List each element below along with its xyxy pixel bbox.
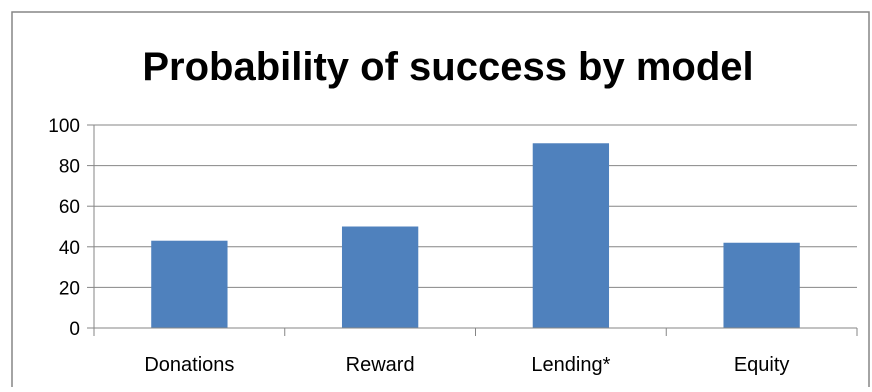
y-tick-label: 80 (59, 157, 80, 178)
y-tick-label: 0 (69, 319, 80, 340)
y-axis-ticks: 0 20 40 60 80 100 (48, 116, 94, 340)
bar-donations (151, 240, 228, 328)
axes (93, 125, 858, 336)
y-tick-label: 60 (59, 197, 80, 218)
x-category-label: Lending* (531, 354, 610, 376)
x-category-label: Donations (144, 354, 234, 376)
chart-title: Probability of success by model (142, 45, 753, 89)
x-category-label: Equity (734, 354, 790, 376)
bar-lending (532, 143, 610, 328)
x-axis-categories: Donations Reward Lending* Equity (144, 354, 789, 376)
bar-equity (723, 242, 800, 328)
bars (151, 143, 800, 328)
bar-reward (341, 226, 419, 328)
x-category-label: Reward (346, 354, 415, 376)
chart-border (11, 11, 870, 392)
y-tick-label: 20 (59, 278, 80, 299)
y-tick-label: 40 (59, 238, 80, 259)
y-tick-label: 100 (48, 116, 80, 137)
